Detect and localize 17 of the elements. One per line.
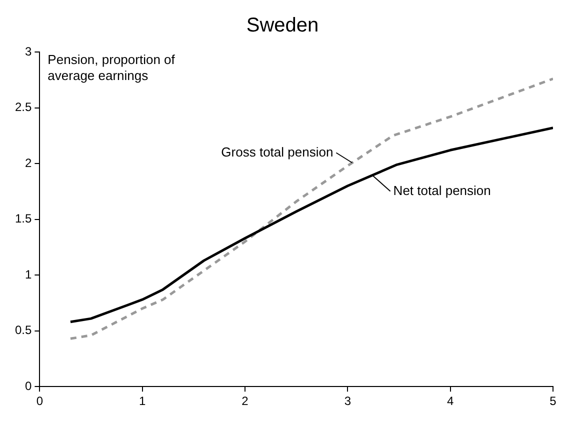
y-tick-label: 1.5 [14,212,32,226]
y-tick-label: 2 [24,156,32,170]
y-tick-label: 1 [24,267,32,282]
x-tick-label: 1 [139,394,146,408]
x-tick-label: 5 [550,394,557,408]
y-tick-label: 3 [24,44,32,58]
series-label: Gross total pension [221,144,334,160]
x-tick-label: 3 [344,394,352,408]
chart-title: Sweden [246,14,319,37]
legend-label: Net total pension [393,182,491,198]
x-tick-label: 0 [36,394,44,408]
x-tick-label: 2 [242,394,249,408]
y-tick-label: 0.5 [14,323,32,338]
x-tick-label: 4 [446,394,454,408]
y-tick-label: 2.5 [14,100,32,114]
y-axis-title: Pension, proportion of average earnings [48,52,176,84]
y-tick-label: 0 [24,378,32,393]
